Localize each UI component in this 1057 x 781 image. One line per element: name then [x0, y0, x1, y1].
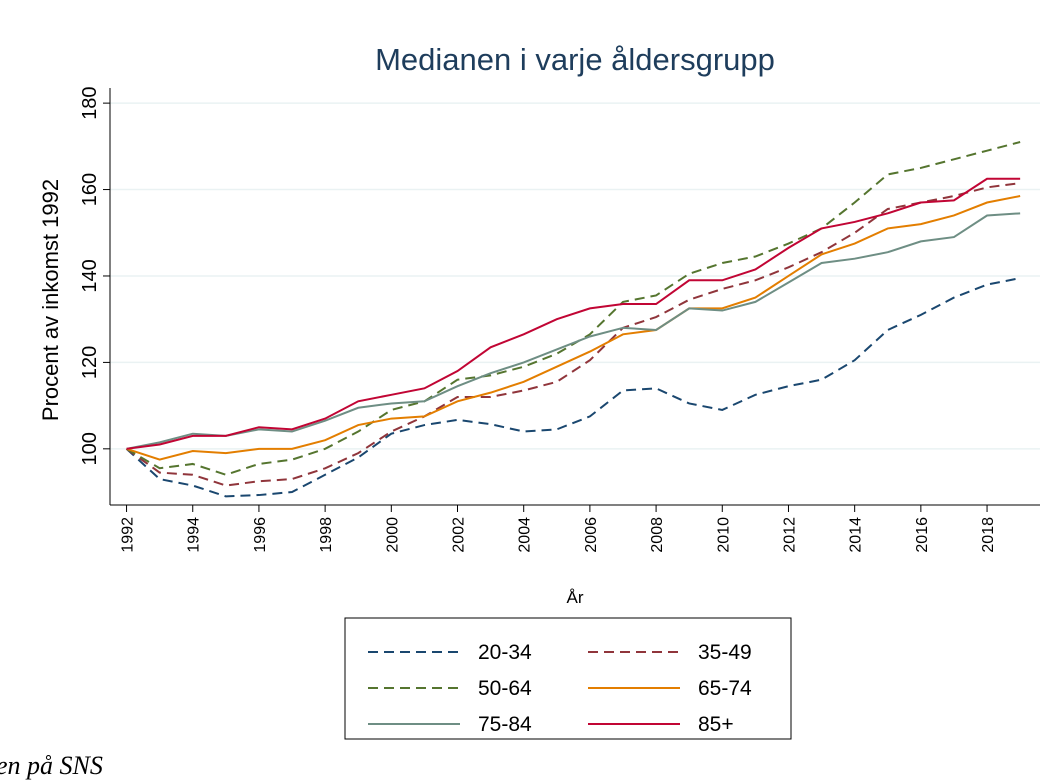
legend-label: 85+ [698, 713, 734, 736]
x-tick-label: 2012 [781, 517, 798, 553]
series-line [126, 195, 1021, 461]
legend-label: 35-49 [698, 641, 752, 664]
series-line [126, 141, 1021, 476]
x-axis-title: År [567, 588, 584, 607]
x-tick-label: 1994 [186, 517, 203, 553]
x-tick-label: 2010 [715, 517, 732, 553]
legend-label: 50-64 [478, 677, 532, 700]
y-tick-label: 180 [79, 86, 101, 119]
y-tick-label: 120 [79, 346, 101, 379]
x-tick-label: 2018 [980, 517, 997, 553]
x-tick-label: 2016 [914, 517, 931, 553]
legend-label: 75-84 [478, 713, 532, 736]
x-tick-label: 2004 [517, 517, 534, 553]
y-tick-label: 100 [79, 432, 101, 465]
y-tick-label: 140 [79, 259, 101, 292]
y-tick-label: 160 [79, 173, 101, 206]
x-tick-label: 2008 [649, 517, 666, 553]
x-tick-label: 1992 [120, 517, 137, 553]
chart-title: Medianen i varje åldersgrupp [375, 42, 775, 77]
x-tick-label: 2014 [848, 517, 865, 553]
legend-label: 65-74 [698, 677, 752, 700]
y-axis-title: Procent av inkomst 1992 [38, 179, 63, 421]
x-tick-label: 1998 [318, 517, 335, 553]
series-line [126, 177, 1021, 450]
x-tick-label: 2006 [583, 517, 600, 553]
legend-box [344, 617, 792, 740]
x-tick-label: 2002 [451, 517, 468, 553]
series-line [126, 212, 1021, 450]
x-tick-label: 2000 [384, 517, 401, 553]
series-line [125, 277, 1021, 498]
x-tick-label: 1996 [252, 517, 269, 553]
series-line [125, 182, 1021, 487]
caption: en på SNS [0, 751, 103, 780]
legend-label: 20-34 [478, 641, 532, 664]
